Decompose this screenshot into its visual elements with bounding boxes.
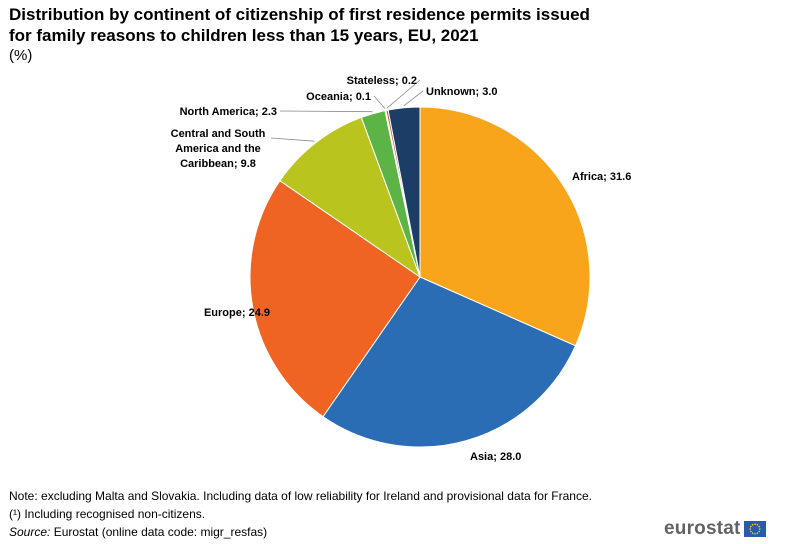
leader-line	[373, 95, 386, 109]
slice-label-line: Caribbean; 9.8	[180, 158, 256, 170]
pie-slice-europe	[249, 180, 421, 418]
chart-subtitle: (%)	[9, 47, 33, 64]
slice-label: Oceania; 0.1	[306, 91, 371, 103]
source-label: Source:	[9, 525, 51, 539]
slice-label: North America; 2.3	[180, 106, 277, 118]
eurostat-logo: eurostat	[664, 518, 766, 540]
leader-line	[279, 110, 373, 113]
leader-line	[386, 79, 421, 109]
leader-line	[403, 90, 424, 107]
leader-line	[270, 137, 315, 142]
logo-text: eurostat	[664, 518, 741, 539]
title-line-1: Distribution by continent of citizenship…	[9, 5, 590, 24]
slice-label: Stateless; 0.2	[347, 75, 417, 87]
pie-slice-asia	[322, 276, 577, 448]
source-text: Eurostat (online data code: migr_resfas)	[50, 525, 268, 539]
slice-label-line: Central and South	[171, 128, 266, 140]
pie-slice-africa	[419, 106, 591, 347]
title-line-2: for family reasons to children less than…	[9, 26, 479, 45]
pie-slice-unknown	[387, 106, 421, 278]
pie-slice-central-and-south-america-and-the-caribbean	[279, 116, 422, 279]
slice-label: Central and South America and the Caribbea…	[171, 128, 266, 170]
slice-label: Africa; 31.6	[572, 171, 631, 183]
eu-flag-icon	[743, 521, 766, 537]
source-line: Source: Eurostat (online data code: migr…	[9, 523, 709, 541]
slice-label: Asia; 28.0	[470, 451, 521, 463]
note-text: Note: excluding Malta and Slovakia. Incl…	[9, 489, 592, 503]
notes: Note: excluding Malta and Slovakia. Incl…	[9, 487, 709, 541]
slice-label: Europe; 24.9	[204, 307, 270, 319]
chart-title: Distribution by continent of citizenship…	[9, 4, 779, 46]
footnote-text: (¹) Including recognised non-citizens.	[9, 507, 206, 521]
slice-label-line: America and the	[175, 143, 261, 155]
slice-label: Unknown; 3.0	[426, 86, 498, 98]
